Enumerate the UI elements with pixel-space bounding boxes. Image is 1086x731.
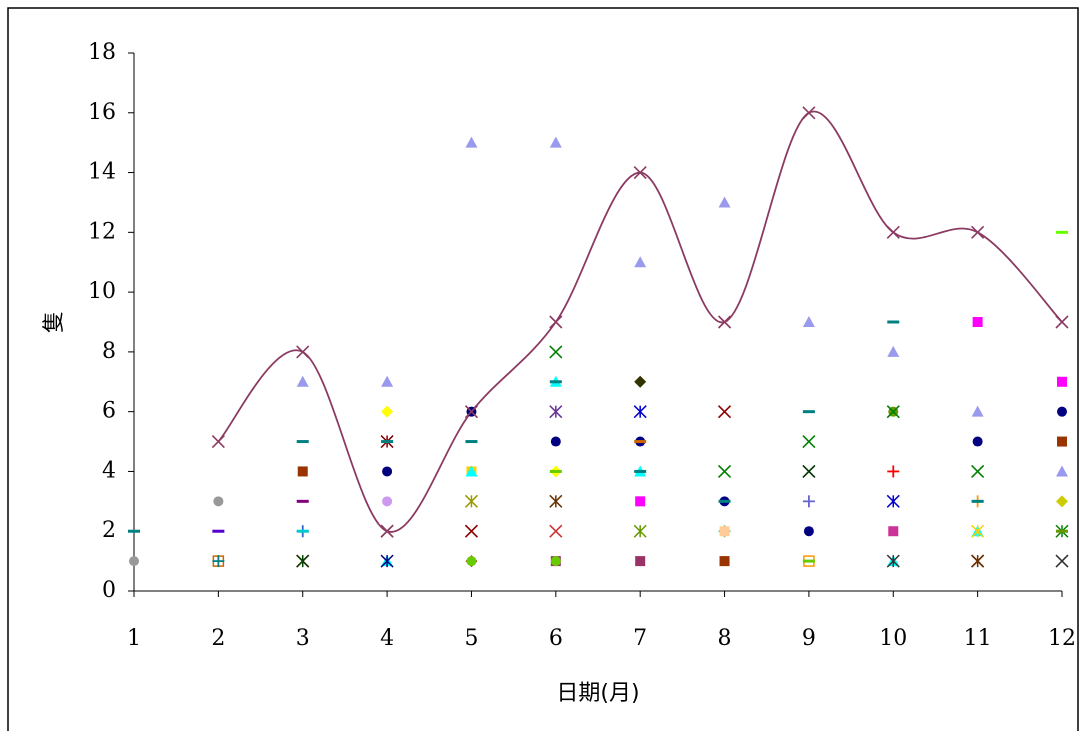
total-series-point: [886, 225, 900, 239]
scatter-point: [635, 556, 646, 567]
scatter-point: [465, 136, 478, 148]
scatter-point: [971, 405, 984, 417]
scatter-point: [464, 494, 478, 508]
scatter-point: [381, 375, 394, 387]
total-series-point: [549, 315, 563, 329]
scatter-point: [971, 464, 985, 479]
y-tick-label: 4: [102, 458, 116, 483]
scatter-point: [382, 466, 393, 477]
scatter-point: [213, 496, 224, 507]
scatter-point: [719, 526, 730, 537]
scatter-point: [465, 465, 478, 477]
x-tick-label: 7: [633, 626, 647, 651]
y-tick-label: 0: [102, 578, 116, 603]
scatter-point: [633, 405, 647, 419]
scatter-point: [550, 436, 561, 447]
scatter-point: [888, 526, 899, 537]
y-tick-group: 0 2 4 6 8 10 12 14 16 18: [88, 40, 134, 603]
total-series-point: [717, 315, 732, 329]
x-tick-label: 12: [1048, 626, 1076, 651]
scatter-point: [886, 494, 900, 508]
scatter-point: [466, 556, 477, 567]
x-tick-group: 1 2 3 4 5 6 7 8 9 10 11 12: [127, 591, 1076, 651]
scatter-point: [719, 556, 730, 567]
y-tick-label: 12: [88, 219, 116, 244]
scatter-point: [549, 494, 563, 508]
x-tick-label: 2: [211, 626, 225, 651]
scatter-point: [887, 345, 900, 357]
y-axis-title: 隻: [42, 311, 67, 333]
scatter-point: [971, 524, 985, 538]
x-axis-title: 日期(月): [556, 681, 639, 706]
scatter-point: [635, 496, 646, 507]
scatter-point: [464, 524, 479, 538]
scatter-point: [887, 465, 900, 478]
scatter-point: [549, 524, 563, 538]
scatter-point: [802, 316, 815, 327]
scatter-point: [549, 136, 562, 148]
x-tick-label: 5: [464, 626, 478, 651]
total-series-point: [380, 524, 394, 538]
scatter-point: [1056, 465, 1068, 477]
x-tick-label: 1: [127, 626, 141, 651]
scatter-point: [381, 405, 394, 418]
total-series-point: [211, 434, 225, 449]
x-tick-label: 9: [802, 626, 816, 651]
scatter-point: [971, 554, 985, 568]
x-tick-label: 11: [964, 626, 992, 651]
y-tick-label: 6: [102, 399, 116, 424]
scatter-point: [1056, 495, 1068, 508]
total-series-point: [1055, 315, 1069, 329]
scatter-point: [549, 345, 563, 359]
total-series-point: [802, 106, 816, 120]
scatter-point: [802, 495, 815, 508]
axes: [133, 53, 1062, 592]
x-tick-label: 4: [380, 626, 394, 651]
y-tick-label: 14: [88, 160, 116, 185]
scatter-point: [1057, 406, 1067, 417]
total-series-point: [633, 165, 647, 180]
scatter-point: [1057, 436, 1067, 447]
scatter-point: [129, 556, 139, 567]
scatter-point: [634, 256, 647, 268]
x-tick-label: 3: [296, 626, 310, 651]
x-tick-label: 10: [879, 626, 907, 651]
scatter-point: [380, 554, 394, 568]
y-tick-label: 16: [88, 100, 116, 125]
scatter-point: [1057, 376, 1067, 387]
scatter-point: [972, 436, 983, 447]
y-tick-label: 10: [88, 279, 116, 304]
scatter-point: [803, 526, 814, 537]
total-series-point: [296, 345, 310, 359]
chart-border: [7, 7, 1079, 731]
scatter-point: [718, 196, 731, 208]
y-tick-label: 18: [88, 40, 116, 65]
y-tick-label: 2: [102, 518, 116, 543]
scatter-point: [212, 555, 225, 568]
scatter-point: [886, 554, 900, 568]
total-series-markers: [211, 106, 1069, 538]
scatter-point: [802, 434, 816, 449]
scatter-point: [382, 496, 393, 507]
scatter-point: [802, 464, 816, 479]
scatter-point: [717, 464, 732, 479]
x-tick-label: 6: [549, 626, 563, 651]
scatter-point: [972, 317, 983, 327]
y-tick-label: 8: [102, 339, 116, 364]
scatter-point: [634, 375, 647, 388]
scatter-point: [1055, 554, 1069, 568]
total-series-point: [971, 225, 985, 239]
scatter-point: [296, 554, 310, 568]
x-tick-label: 8: [718, 626, 732, 651]
scatter-point: [296, 375, 309, 387]
scatter-point: [717, 405, 732, 419]
scatter-point: [297, 466, 308, 477]
scatter-point: [886, 405, 900, 419]
scatter-point: [549, 405, 563, 419]
scatter-point: [550, 556, 561, 567]
scatter-point: [633, 524, 647, 538]
total-series-point: [464, 405, 479, 419]
